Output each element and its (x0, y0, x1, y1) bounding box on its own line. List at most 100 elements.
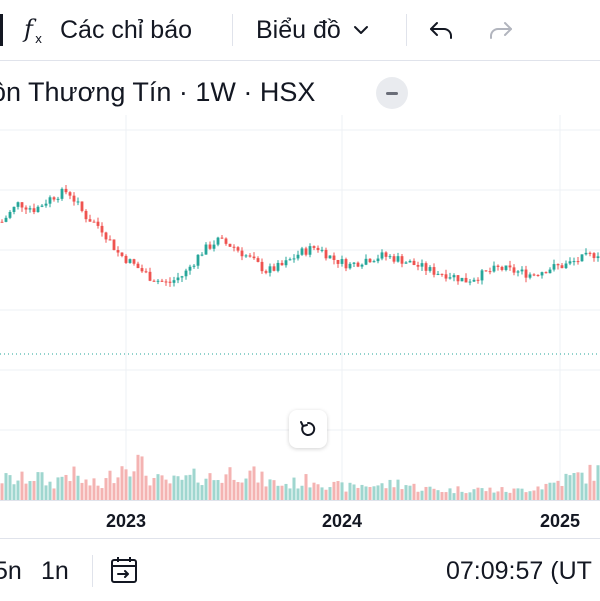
volume-bar (248, 470, 252, 500)
candle-up (216, 237, 220, 245)
candle-up (468, 281, 472, 283)
candle-up (288, 259, 292, 261)
volume-bar (436, 490, 440, 500)
symbol-title: ồn Thương Tín · 1W · HSX (0, 76, 316, 107)
collapse-legend-button[interactable] (376, 77, 408, 109)
time-axis[interactable]: 2023 2024 2025 (0, 500, 600, 539)
volume-bar (592, 480, 596, 500)
candle-up (364, 258, 368, 265)
candle-down (532, 274, 536, 276)
candle-up (528, 274, 532, 278)
candle-down (508, 265, 512, 268)
volume-bar (240, 482, 244, 500)
undo-button[interactable] (428, 0, 454, 60)
redo-button[interactable] (488, 0, 514, 60)
reset-icon (300, 421, 316, 436)
candle-down (456, 275, 460, 282)
volume-bar (276, 485, 280, 500)
candle-up (396, 256, 400, 262)
volume-bar (168, 483, 172, 500)
candle-down (536, 274, 540, 276)
volume-bar (60, 476, 64, 500)
candle-up (48, 197, 52, 204)
volume-bar (220, 482, 224, 500)
range-1y-button[interactable]: 1n (41, 557, 69, 585)
candle-down (220, 237, 224, 239)
candle-up (180, 276, 184, 278)
candle-down (72, 195, 76, 202)
volume-bar (84, 479, 88, 500)
volume-bar (252, 466, 256, 500)
candle-down (444, 274, 448, 279)
candle-down (104, 232, 108, 240)
volume-bar (212, 480, 216, 500)
candle-down (476, 279, 480, 281)
candle-down (264, 271, 268, 273)
candle-down (236, 247, 240, 251)
clock-timezone[interactable]: 07:09:57 (UT (446, 557, 592, 585)
candle-up (8, 211, 12, 218)
volume-bar (16, 480, 20, 500)
volume-bar (228, 467, 232, 500)
symbol-legend[interactable]: ồn Thương Tín · 1W · HSX (0, 72, 315, 112)
volume-bar (484, 491, 488, 500)
bottombar-divider (92, 555, 93, 587)
candle-down (484, 270, 488, 272)
x-tick-label: 2025 (539, 511, 581, 531)
candle-up (128, 259, 132, 263)
volume-bar (56, 477, 60, 500)
volume-bar (244, 478, 248, 500)
volume-bar (36, 472, 40, 500)
volume-bar (280, 485, 284, 500)
candle-up (580, 254, 584, 262)
candle-down (96, 221, 100, 226)
volume-bars (0, 454, 600, 500)
volume-bar (340, 482, 344, 500)
volume-bar (28, 481, 32, 500)
candle-up (188, 266, 192, 271)
volume-bar (468, 492, 472, 500)
candle-down (208, 244, 212, 249)
candle-up (200, 254, 204, 256)
volume-bar (596, 465, 600, 500)
candle-down (164, 281, 168, 283)
volume-bar (176, 476, 180, 500)
candle-up (540, 272, 544, 276)
volume-bar (136, 454, 140, 500)
candle-down (312, 246, 316, 248)
candle-down (68, 192, 72, 196)
candle-down (384, 252, 388, 257)
volume-bar (92, 478, 96, 500)
volume-bar (568, 475, 572, 500)
reset-chart-button[interactable] (289, 410, 327, 448)
volume-bar (292, 477, 296, 500)
candle-up (548, 269, 552, 274)
svg-text:x: x (35, 32, 42, 45)
volume-bar (24, 483, 28, 500)
go-to-date-button[interactable] (108, 554, 140, 591)
candle-down (240, 250, 244, 257)
candle-up (564, 263, 568, 269)
candle-up (520, 269, 524, 272)
volume-bar (0, 483, 4, 500)
candle-down (228, 243, 232, 247)
volume-bar (52, 488, 56, 500)
candle-up (184, 270, 188, 277)
top-toolbar: f x Các chỉ báo Biểu đồ (0, 0, 600, 61)
volume-bar (540, 489, 544, 500)
candle-up (448, 277, 452, 279)
candle-up (196, 254, 200, 266)
candle-down (148, 271, 152, 281)
volume-bar (192, 468, 196, 500)
chart-type-dropdown[interactable]: Biểu đồ (256, 0, 369, 60)
chevron-down-icon (353, 26, 368, 34)
candle-up (204, 244, 208, 255)
price-chart[interactable] (0, 115, 600, 500)
range-5y-button[interactable]: 5n (0, 557, 22, 585)
volume-bar (144, 475, 148, 500)
candle-down (424, 263, 428, 271)
volume-bar (420, 490, 424, 500)
indicators-button[interactable]: f x Các chỉ báo (22, 0, 192, 60)
volume-bar (132, 471, 136, 500)
candle-up (460, 277, 464, 282)
